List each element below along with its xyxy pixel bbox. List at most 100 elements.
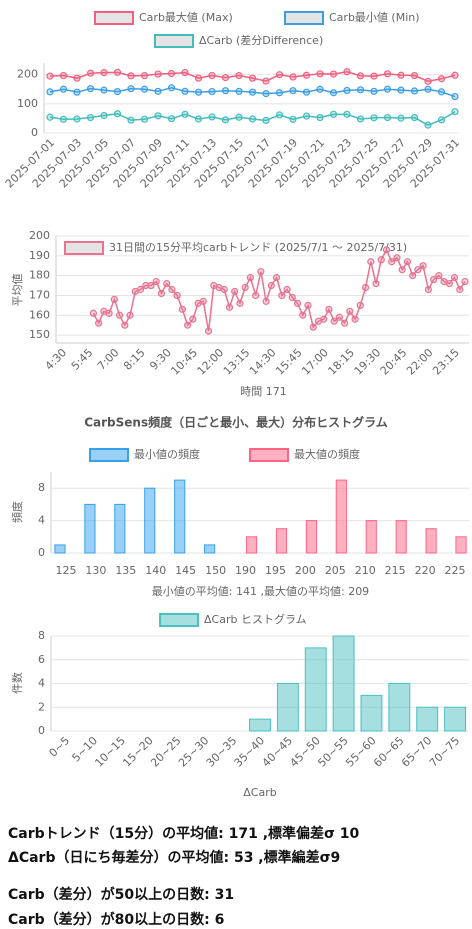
data-point xyxy=(456,285,464,294)
data-point xyxy=(140,85,149,93)
data-point xyxy=(194,88,203,96)
data-point xyxy=(316,70,324,78)
x-tick-label: 50~55 xyxy=(315,734,351,770)
bar xyxy=(304,647,327,732)
data-point xyxy=(403,258,412,266)
data-point xyxy=(370,87,378,95)
data-point xyxy=(343,86,351,95)
data-point xyxy=(304,301,312,309)
bar xyxy=(360,694,383,732)
x-tick-label: 225 xyxy=(445,564,466,577)
x-tick-label: 10:45 xyxy=(168,346,200,378)
x-tick-label: 55~60 xyxy=(343,734,379,770)
data-point xyxy=(208,71,216,80)
data-point xyxy=(181,87,189,95)
data-point xyxy=(113,87,122,96)
data-point xyxy=(115,311,124,319)
data-point xyxy=(356,301,364,309)
data-point xyxy=(167,115,176,123)
y-tick-label: 100 xyxy=(17,97,38,110)
data-point xyxy=(267,281,275,290)
y-tick-label: 8 xyxy=(38,629,45,642)
data-point xyxy=(189,315,197,323)
data-point xyxy=(100,86,108,94)
data-point xyxy=(370,72,378,80)
x-tick-label: 35~40 xyxy=(232,734,268,770)
bar xyxy=(174,479,186,554)
y-tick-label: 4 xyxy=(38,514,45,527)
data-point xyxy=(194,74,203,82)
data-point xyxy=(335,313,343,321)
bar xyxy=(84,503,96,554)
y-axis-label: 件数 xyxy=(11,672,24,694)
y-tick-label: 2 xyxy=(38,700,45,713)
y-tick-label: 150 xyxy=(29,328,50,341)
data-point xyxy=(147,281,155,290)
x-tick-label: 205 xyxy=(325,564,346,577)
data-point xyxy=(351,315,359,323)
data-point xyxy=(383,70,392,78)
bar xyxy=(275,528,288,554)
data-point xyxy=(451,92,459,101)
x-tick-label: 25~30 xyxy=(176,734,212,770)
data-point xyxy=(73,88,81,96)
data-point xyxy=(329,70,338,78)
data-point xyxy=(424,121,432,129)
data-point xyxy=(167,84,176,92)
x-tick-label: 215 xyxy=(385,564,406,577)
x-tick-label: 70~75 xyxy=(427,734,463,770)
data-point xyxy=(59,115,68,123)
data-point xyxy=(154,70,162,78)
data-point xyxy=(154,87,162,95)
data-point xyxy=(410,87,419,95)
data-point xyxy=(397,86,405,94)
data-point xyxy=(377,256,385,264)
data-point xyxy=(288,293,296,302)
y-axis-label: 平均値 xyxy=(11,274,24,307)
data-point xyxy=(262,116,270,125)
x-tick-label: 8:15 xyxy=(121,346,148,373)
bar xyxy=(444,706,467,732)
data-point xyxy=(248,88,257,96)
data-point xyxy=(325,305,333,313)
data-point xyxy=(437,75,446,83)
y-tick-label: 0 xyxy=(31,126,38,139)
y-tick-label: 4 xyxy=(38,677,45,690)
data-point xyxy=(127,116,135,124)
bar xyxy=(425,528,437,554)
x-tick-label: 220 xyxy=(415,564,436,577)
data-point xyxy=(246,274,255,282)
data-point xyxy=(262,77,270,85)
legend-swatch xyxy=(64,241,104,255)
x-tick-label: 0~5 xyxy=(47,734,73,760)
x-tick-label: 14:30 xyxy=(247,346,279,378)
data-point xyxy=(221,87,230,95)
bar xyxy=(54,544,66,554)
bar xyxy=(305,520,317,554)
data-point xyxy=(383,85,392,93)
bar xyxy=(144,487,156,554)
data-point xyxy=(168,285,176,294)
data-point xyxy=(208,113,216,121)
legend-label: Carb最大値 (Max) xyxy=(139,10,233,24)
data-point xyxy=(163,279,171,288)
data-point xyxy=(437,88,446,96)
y-tick-label: 180 xyxy=(29,269,50,282)
x-tick-label: 19:30 xyxy=(352,346,384,378)
legend-swatch xyxy=(284,11,324,25)
data-point xyxy=(140,71,149,80)
data-point xyxy=(356,72,365,80)
y-tick-label: 0 xyxy=(38,724,45,737)
x-tick-label: 4:30 xyxy=(43,346,70,373)
data-point xyxy=(100,69,108,77)
data-point xyxy=(272,274,281,282)
bar xyxy=(416,706,439,732)
data-point xyxy=(383,113,392,122)
y-tick-label: 0 xyxy=(38,546,45,559)
data-point xyxy=(46,88,54,96)
data-point xyxy=(181,110,189,118)
data-point xyxy=(59,85,68,93)
data-point xyxy=(289,87,297,95)
data-point xyxy=(393,254,401,262)
